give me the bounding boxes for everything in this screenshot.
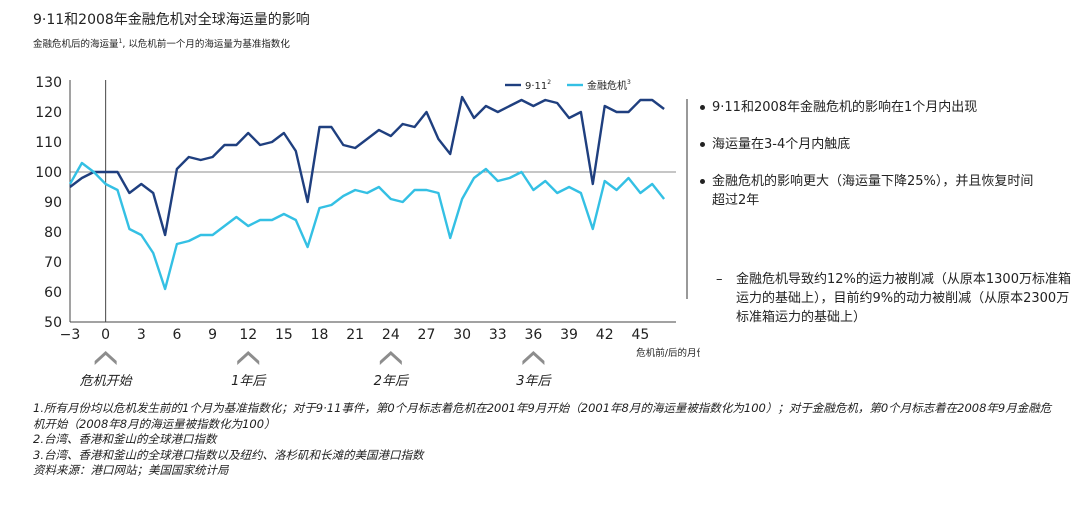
x-tick-label: 45	[631, 327, 649, 343]
subtitle-rest: , 以危机前一个月的海运量为基准指数化	[122, 39, 290, 50]
milestone-marker-icon	[94, 351, 117, 365]
x-tick-label: 3	[137, 327, 146, 343]
milestone-label: 2年后	[374, 374, 410, 389]
x-tick-label: 21	[346, 327, 364, 343]
milestone-label: 危机开始	[80, 374, 133, 389]
footnote: 1.所有月份均以危机发生前的1个月为基准指数化；对于9·11事件，第0个月标志着…	[33, 401, 1052, 431]
x-axis-label: 危机前/后的月份	[636, 347, 700, 359]
y-tick-label: 130	[35, 75, 62, 91]
x-tick-label: 0	[101, 327, 110, 343]
x-tick-label: 12	[239, 327, 257, 343]
x-tick-label: 9	[208, 327, 217, 343]
x-tick-label: 30	[453, 327, 471, 343]
y-tick-label: 100	[35, 165, 62, 181]
x-tick-label: 33	[489, 327, 507, 343]
y-tick-label: 60	[44, 285, 62, 301]
series-line-2	[68, 161, 666, 291]
y-tick-label: 50	[44, 315, 62, 331]
x-tick-label: 36	[524, 327, 542, 343]
sub-point-text: 金融危机导致约12%的运力被削减（从原本1300万标准箱运力的基础上），目前约9…	[736, 272, 1071, 325]
x-tick-label: 42	[596, 327, 614, 343]
source-note: 资料来源：港口网站；美国国家统计局	[33, 463, 229, 477]
y-tick-label: 110	[35, 135, 62, 151]
legend-label: 9·112	[525, 79, 551, 92]
footnote: 2.台湾、香港和釜山的全球港口指数	[33, 432, 217, 446]
milestone-label: 3年后	[516, 374, 552, 389]
x-tick-label: 6	[172, 327, 181, 343]
x-tick-label: 15	[275, 327, 293, 343]
sub-point: – 金融危机导致约12%的运力被削减（从原本1300万标准箱运力的基础上），目前约…	[706, 270, 1071, 327]
key-points: 9·11和2008年金融危机的影响在1个月内出现 海运量在3-4个月内触底 金融…	[700, 98, 1045, 228]
y-tick-label: 90	[44, 195, 62, 211]
sub-point-dash: –	[716, 272, 723, 287]
x-tick-label: −3	[60, 327, 81, 343]
milestone-marker-icon	[237, 351, 260, 365]
subtitle-footnote-mark: 1	[118, 37, 123, 45]
x-tick-label: 18	[311, 327, 329, 343]
footnotes: 1.所有月份均以危机发生前的1个月为基准指数化；对于9·11事件，第0个月标志着…	[33, 401, 1053, 479]
x-tick-label: 24	[382, 327, 400, 343]
key-point: 9·11和2008年金融危机的影响在1个月内出现	[700, 98, 1045, 117]
milestone-marker-icon	[379, 351, 402, 365]
x-tick-label: 39	[560, 327, 578, 343]
page-subtitle: 金融危机后的海运量1, 以危机前一个月的海运量为基准指数化	[33, 36, 290, 50]
series-line-1	[69, 95, 665, 237]
legend-label: 金融危机3	[587, 79, 631, 92]
key-point: 金融危机的影响更大（海运量下降25%），并且恢复时间超过2年	[700, 172, 1045, 210]
milestone-label: 1年后	[231, 374, 267, 389]
page-title: 9·11和2008年金融危机对全球海运量的影响	[33, 12, 310, 28]
footnote: 3.台湾、香港和釜山的全球港口指数以及纽约、洛杉矶和长滩的美国港口指数	[33, 447, 424, 462]
milestone-marker-icon	[522, 351, 545, 365]
y-tick-label: 70	[44, 255, 62, 271]
y-tick-label: 120	[35, 105, 62, 121]
callout-divider	[686, 99, 688, 299]
subtitle-text: 金融危机后的海运量	[33, 39, 119, 50]
y-tick-label: 80	[44, 225, 62, 241]
x-tick-label: 27	[418, 327, 436, 343]
key-point: 海运量在3-4个月内触底	[700, 135, 1045, 154]
